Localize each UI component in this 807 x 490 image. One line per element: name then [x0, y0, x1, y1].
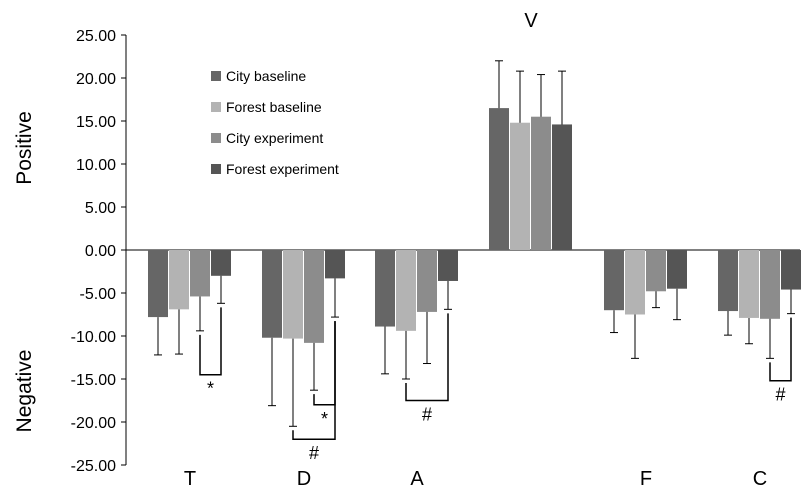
y-tick-label: 5.00: [85, 200, 116, 217]
bar-T-2: [190, 250, 210, 297]
bar-D-2: [304, 250, 324, 343]
y-region-label-negative: Negative: [13, 350, 36, 433]
bar-C-2: [760, 250, 780, 319]
y-tick-label: -15.00: [71, 372, 116, 389]
significance-symbol: #: [775, 385, 785, 405]
significance-symbol: #: [309, 443, 319, 463]
y-tick-label: 15.00: [76, 114, 116, 131]
bar-A-0: [375, 250, 395, 327]
bar-C-3: [781, 250, 801, 290]
significance-symbol: *: [207, 379, 214, 399]
y-tick-label: 0.00: [85, 243, 116, 260]
y-tick-label: -25.00: [71, 458, 116, 475]
legend-swatch-3: [211, 164, 221, 174]
bar-V-1: [510, 122, 530, 250]
y-tick-label: -10.00: [71, 329, 116, 346]
y-tick-label: -20.00: [71, 415, 116, 432]
y-region-label-positive: Positive: [13, 111, 36, 185]
category-label-A: A: [410, 468, 424, 490]
bar-F-3: [667, 250, 687, 289]
bar-T-3: [211, 250, 231, 276]
category-labels: T D A V F C: [184, 10, 767, 490]
bar-F-1: [625, 250, 645, 315]
category-label-V: V: [524, 10, 538, 32]
y-axis: 25.00 20.00 15.00 10.00 5.00 0.00 -5.00 -10.00 -…: [71, 28, 800, 475]
legend-label-2: City experiment: [226, 130, 323, 146]
significance-brackets: **###: [199, 307, 792, 463]
category-label-T: T: [184, 468, 196, 490]
y-tick-label: 20.00: [76, 71, 116, 88]
y-tick-label: -5.00: [80, 286, 117, 303]
legend-label-1: Forest baseline: [226, 99, 322, 115]
category-label-D: D: [297, 468, 311, 490]
legend-swatch-1: [211, 102, 221, 112]
bar-A-2: [417, 250, 437, 312]
bar-C-0: [718, 250, 738, 312]
significance-symbol: #: [422, 405, 432, 425]
bar-V-0: [489, 108, 509, 250]
bar-C-1: [739, 250, 759, 318]
bars: [148, 108, 801, 343]
bar-A-3: [438, 250, 458, 281]
legend-label-3: Forest experiment: [226, 161, 339, 177]
significance-bracket: [292, 321, 336, 440]
legend-label-0: City baseline: [226, 68, 306, 84]
y-tick-label: 25.00: [76, 28, 116, 45]
bar-F-0: [604, 250, 624, 311]
legend-swatch-0: [211, 71, 221, 81]
bar-T-0: [148, 250, 168, 318]
error-bars: [154, 60, 795, 427]
category-label-C: C: [753, 468, 767, 490]
bar-V-2: [531, 116, 551, 250]
bar-T-1: [169, 250, 189, 310]
legend-swatch-2: [211, 133, 221, 143]
bar-D-1: [283, 250, 303, 339]
significance-bracket: [199, 307, 222, 376]
significance-symbol: *: [321, 409, 328, 429]
bar-F-2: [646, 250, 666, 292]
legend: City baseline Forest baseline City experim…: [211, 68, 339, 177]
category-label-F: F: [640, 468, 652, 490]
significance-bracket: [405, 313, 449, 402]
bar-D-3: [325, 250, 345, 279]
bar-A-1: [396, 250, 416, 331]
y-tick-label: 10.00: [76, 157, 116, 174]
bar-V-3: [552, 124, 572, 250]
bar-D-0: [262, 250, 282, 338]
significance-bracket: [769, 317, 792, 382]
